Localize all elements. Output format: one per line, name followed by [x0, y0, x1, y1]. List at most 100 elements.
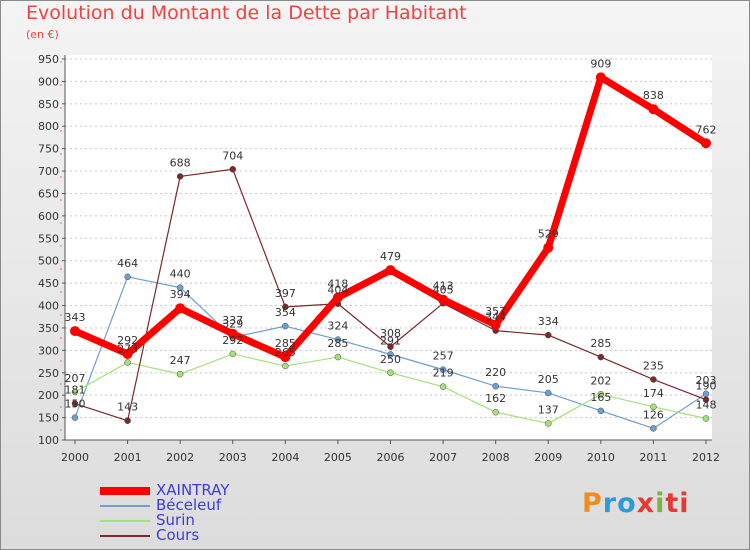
y-tick-label: 300: [38, 344, 59, 357]
proxiti-logo: Proxiti: [582, 488, 690, 519]
data-point: [124, 359, 131, 366]
legend-swatch: [100, 520, 150, 522]
data-point: [334, 336, 342, 343]
data-point: [71, 414, 79, 421]
data-point: [597, 353, 605, 361]
y-tick-label: 500: [38, 255, 59, 268]
data-point: [701, 138, 711, 149]
data-label: 219: [433, 367, 454, 380]
data-point: [385, 265, 396, 276]
data-label: 205: [538, 373, 559, 386]
y-tick-label: 350: [38, 322, 59, 335]
data-label: 838: [643, 89, 664, 102]
y-tick-label: 900: [38, 75, 59, 88]
chart-legend: XAINTRAY Béceleuf Surin Cours: [100, 481, 320, 544]
data-point: [282, 362, 289, 370]
y-tick-label: 950: [38, 53, 59, 66]
data-label: 704: [222, 149, 243, 162]
data-label: 334: [538, 315, 559, 328]
data-point: [176, 173, 184, 180]
data-label: 344: [485, 311, 506, 324]
legend-label: Cours: [156, 526, 200, 544]
y-tick-label: 650: [38, 187, 59, 200]
data-point: [122, 348, 133, 359]
data-point: [702, 396, 710, 403]
data-point: [332, 292, 343, 303]
x-tick-label: 2008: [482, 451, 510, 464]
data-point: [490, 319, 501, 330]
data-label: 250: [380, 353, 401, 366]
data-point: [71, 400, 79, 407]
data-label: 165: [590, 391, 611, 404]
data-label: 343: [65, 311, 86, 324]
data-point: [176, 284, 184, 291]
data-point: [492, 408, 499, 416]
data-label: 413: [433, 280, 454, 293]
plot-area: [65, 55, 712, 440]
data-point: [545, 420, 552, 427]
data-point: [702, 415, 710, 422]
data-point: [124, 273, 131, 281]
x-tick-label: 2003: [219, 451, 247, 464]
data-point: [597, 391, 605, 398]
data-point: [229, 166, 236, 173]
x-tick-label: 2001: [114, 451, 142, 464]
data-point: [229, 350, 236, 358]
data-label: 203: [696, 374, 717, 387]
series-béceleuf: [71, 273, 710, 432]
data-label: 285: [275, 337, 296, 350]
x-tick-label: 2009: [534, 451, 562, 464]
data-label: 207: [65, 372, 86, 385]
data-point: [650, 376, 657, 383]
data-point: [597, 407, 605, 415]
legend-item: XAINTRAY: [100, 481, 320, 499]
series-surin: [71, 350, 710, 427]
data-label: 337: [222, 314, 243, 327]
data-label: 174: [643, 387, 664, 400]
data-label: 397: [275, 287, 296, 300]
y-tick-label: 800: [38, 120, 59, 133]
y-tick-label: 400: [38, 300, 59, 313]
data-label: 137: [538, 403, 559, 416]
data-label: 285: [327, 337, 348, 350]
legend-label: Surin: [156, 511, 195, 529]
data-label: 190: [696, 380, 717, 393]
data-label: 762: [696, 123, 717, 136]
chart-title: Evolution du Montant de la Dette par Hab…: [26, 2, 467, 24]
data-label: 150: [65, 398, 86, 411]
data-point: [650, 403, 657, 411]
data-point: [227, 328, 238, 339]
y-tick-label: 250: [38, 367, 59, 380]
data-label: 285: [590, 337, 611, 350]
data-point: [439, 366, 447, 373]
data-label: 292: [222, 334, 243, 347]
x-tick-label: 2002: [166, 451, 194, 464]
data-point: [387, 343, 394, 351]
data-label: 909: [590, 57, 611, 70]
data-label: 418: [327, 277, 348, 290]
y-tick-label: 450: [38, 277, 59, 290]
series-xaintray: [70, 72, 711, 363]
data-label: 357: [485, 305, 506, 318]
y-tick-label: 100: [38, 434, 59, 447]
x-tick-label: 2010: [587, 451, 615, 464]
x-tick-label: 2011: [639, 451, 667, 464]
legend-label: Béceleuf: [156, 496, 222, 514]
data-point: [648, 104, 659, 115]
data-point: [334, 353, 342, 361]
chart-subtitle: (en €): [26, 28, 59, 41]
data-point: [439, 383, 447, 390]
y-tick-label: 550: [38, 232, 59, 245]
x-tick-label: 2012: [692, 451, 720, 464]
legend-item: Béceleuf: [100, 496, 320, 514]
data-label: 291: [380, 334, 401, 347]
data-point: [438, 294, 449, 305]
x-tick-label: 2006: [377, 451, 405, 464]
data-point: [387, 351, 394, 358]
data-label: 529: [538, 228, 559, 241]
data-point: [175, 303, 186, 314]
y-tick-label: 700: [38, 165, 59, 178]
data-label: 235: [643, 359, 664, 372]
data-label: 148: [696, 398, 717, 411]
